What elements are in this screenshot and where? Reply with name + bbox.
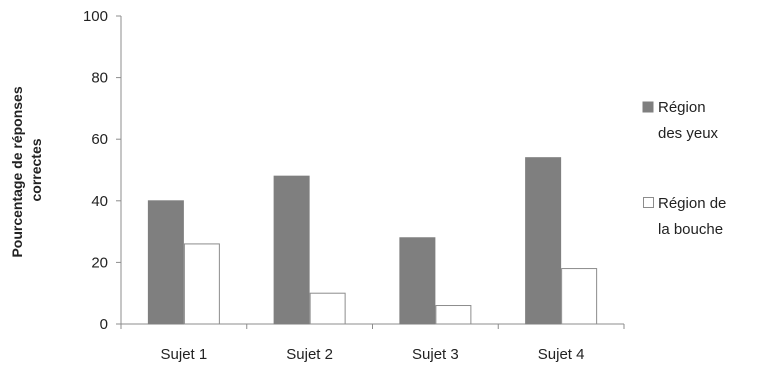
y-tick-label: 100	[83, 8, 108, 25]
legend-label-eyes-line-2: des yeux	[658, 125, 719, 142]
legend: Région des yeux Région de la bouche	[642, 99, 731, 238]
bar-eyes	[273, 175, 310, 325]
x-tick-label: Sujet 4	[538, 346, 585, 363]
bar-eyes	[399, 237, 436, 325]
y-tick-label: 60	[91, 131, 108, 148]
bar-eyes	[525, 157, 562, 325]
bar-eyes	[147, 200, 184, 325]
legend-label-mouth-line-1: Région de	[658, 195, 726, 212]
y-axis-title: Pourcentage de réponses correctes	[9, 82, 44, 257]
legend-label-eyes-line-1: Région	[658, 99, 706, 116]
y-ticks: 0 20 40 60 80 100	[83, 8, 121, 333]
legend-label-eyes: Région des yeux	[658, 99, 719, 142]
bars	[147, 157, 598, 325]
x-tick-label: Sujet 2	[286, 346, 333, 363]
x-tick-label: Sujet 1	[161, 346, 208, 363]
y-tick-label: 20	[91, 254, 108, 271]
legend-item-mouth: Région de la bouche	[643, 195, 731, 238]
x-ticks: Sujet 1 Sujet 2 Sujet 3 Sujet 4	[120, 324, 625, 363]
legend-swatch-eyes	[642, 101, 654, 113]
bar-mouth	[183, 243, 220, 325]
legend-swatch-mouth	[643, 197, 654, 208]
legend-label-mouth: Région de la bouche	[658, 195, 731, 238]
bar-mouth	[561, 268, 598, 325]
y-tick-label: 80	[91, 70, 108, 87]
y-axis-title-line-2: correctes	[28, 138, 44, 201]
y-tick-label: 0	[100, 316, 108, 333]
legend-item-eyes: Région des yeux	[642, 99, 719, 142]
y-tick-label: 40	[91, 193, 108, 210]
y-axis-title-line-1: Pourcentage de réponses	[9, 86, 25, 257]
bar-mouth	[435, 305, 472, 325]
legend-label-mouth-line-2: la bouche	[658, 221, 723, 238]
x-tick-label: Sujet 3	[412, 346, 459, 363]
bar-mouth	[309, 292, 346, 325]
